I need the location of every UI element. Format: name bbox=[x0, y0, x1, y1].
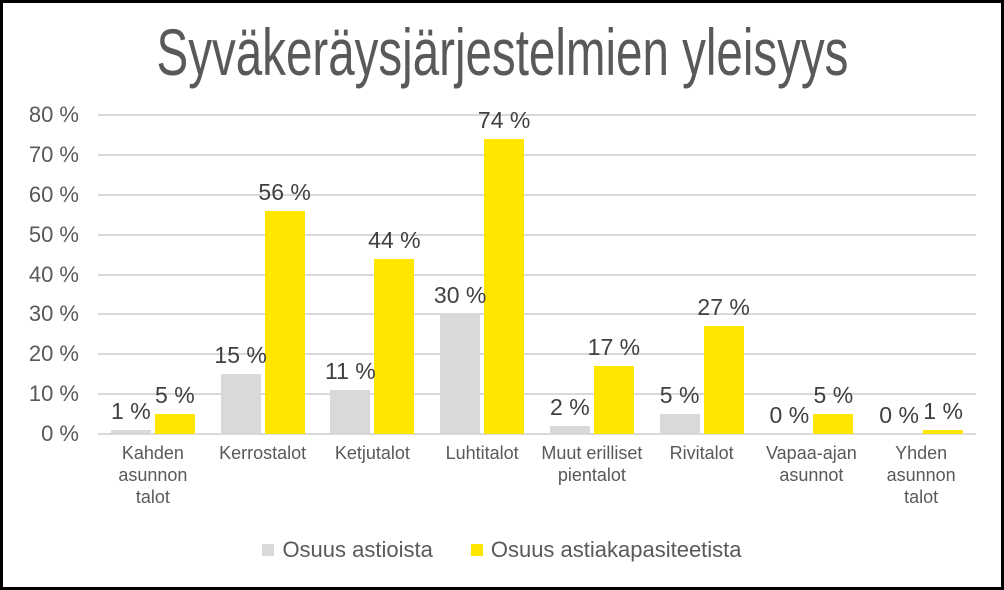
gridline bbox=[98, 193, 976, 196]
value-label: 15 % bbox=[214, 342, 267, 369]
legend-label: Osuus astioista bbox=[282, 537, 433, 562]
bar-osuus-astiakapasiteetista: 1 % bbox=[923, 398, 964, 434]
value-label: 74 % bbox=[477, 106, 531, 133]
legend-item: Osuus astiakapasiteetista bbox=[470, 537, 742, 563]
category-label: Vapaa-ajan asunnot bbox=[766, 443, 857, 485]
value-label: 0 % bbox=[769, 402, 810, 428]
category-label: Rivitalot bbox=[669, 443, 734, 463]
value-label: 30 % bbox=[433, 282, 487, 309]
bar-osuus-astioista: 15 % bbox=[214, 342, 267, 434]
bar-group: 5 % 27 % bbox=[647, 115, 757, 434]
value-label: 5 % bbox=[155, 382, 195, 409]
value-label: 44 % bbox=[368, 226, 421, 253]
bar-group: 15 % 56 % bbox=[208, 115, 318, 434]
y-axis: 80 % 70 % 60 % 50 % 40 % 30 % 20 % 10 % 0 % bbox=[3, 102, 79, 446]
gridline bbox=[98, 273, 976, 276]
bar-osuus-astioista: 1 % bbox=[110, 398, 151, 434]
y-tick-label: 50 % bbox=[28, 221, 79, 247]
y-tick-label: 0 % bbox=[41, 421, 79, 446]
bar-osuus-astiakapasiteetista: 5 % bbox=[813, 382, 854, 434]
bar-osuus-astioista: 11 % bbox=[325, 358, 376, 434]
legend-swatch bbox=[262, 544, 275, 556]
y-tick-label: 80 % bbox=[28, 102, 79, 127]
value-label: 1 % bbox=[923, 398, 963, 425]
category-label: Ketjutalot bbox=[334, 443, 410, 463]
value-label: 2 % bbox=[550, 394, 590, 421]
value-label: 17 % bbox=[587, 334, 641, 361]
bar-group: 30 % 74 % bbox=[427, 107, 537, 434]
y-tick-label: 10 % bbox=[28, 381, 79, 407]
bar-osuus-astiakapasiteetista: 17 % bbox=[588, 334, 640, 434]
value-label: 11 % bbox=[325, 358, 376, 385]
value-label: 56 % bbox=[258, 178, 311, 205]
gridline bbox=[98, 353, 976, 356]
bar-osuus-astiakapasiteetista: 56 % bbox=[258, 179, 311, 434]
y-tick-label: 20 % bbox=[28, 341, 79, 367]
bar-osuus-astiakapasiteetista: 74 % bbox=[478, 107, 530, 434]
category-label: Luhtitalot bbox=[445, 443, 519, 463]
bar-group: 2 % 17 % bbox=[537, 115, 647, 434]
y-tick-label: 70 % bbox=[28, 141, 79, 167]
category-label: Yhden asunnon talot bbox=[886, 443, 956, 507]
bar-group: 1 % 5 % bbox=[98, 115, 208, 434]
plot-area: 1 % 5 % 15 % 56 % 11 % 44 % 30 % 74 % 2 % 17 % 5 %… bbox=[98, 107, 976, 434]
value-label: 27 % bbox=[697, 294, 750, 321]
gridline bbox=[98, 313, 976, 316]
legend-label: Osuus astiakapasiteetista bbox=[490, 537, 742, 562]
bar-osuus-astiakapasiteetista: 5 % bbox=[154, 382, 195, 434]
chart-title: Syväkeräysjärjestelmien yleisyys bbox=[3, 19, 1001, 85]
category-label: Muut erilliset pientalot bbox=[541, 443, 643, 485]
category-axis: Kahden asunnon talot Kerrostalot Ketjutalot L… bbox=[98, 443, 976, 509]
bar-group: 0 % 1 % bbox=[866, 115, 976, 434]
legend: Osuus astioista Osuus astiakapasiteetista bbox=[3, 537, 1001, 563]
value-label: 5 % bbox=[813, 382, 854, 409]
gridline bbox=[98, 233, 976, 236]
y-tick-label: 60 % bbox=[28, 181, 79, 207]
bar-osuus-astioista: 30 % bbox=[434, 282, 486, 434]
bar-osuus-astiakapasiteetista: 44 % bbox=[368, 227, 421, 434]
category-label: Kahden asunnon talot bbox=[118, 443, 188, 507]
value-label: 0 % bbox=[879, 402, 919, 428]
gridline bbox=[98, 153, 976, 156]
category-label: Kerrostalot bbox=[219, 443, 307, 463]
legend-item: Osuus astioista bbox=[262, 537, 433, 563]
bar-osuus-astiakapasiteetista: 27 % bbox=[697, 294, 750, 434]
value-label: 5 % bbox=[659, 382, 700, 409]
gridlines bbox=[98, 114, 976, 435]
bar-osuus-astioista: 5 % bbox=[659, 382, 700, 434]
bar-group: 11 % 44 % bbox=[318, 115, 428, 434]
gridline bbox=[98, 393, 976, 396]
legend-swatch bbox=[470, 544, 483, 556]
gridline bbox=[98, 433, 976, 435]
value-label: 1 % bbox=[111, 398, 151, 425]
chart-title-text: Syväkeräysjärjestelmien yleisyys bbox=[156, 15, 848, 89]
gridline bbox=[98, 114, 976, 116]
y-tick-label: 40 % bbox=[28, 261, 79, 287]
y-tick-label: 30 % bbox=[28, 301, 79, 327]
bar-osuus-astioista: 2 % bbox=[549, 394, 590, 434]
bar-group: 0 % 5 % bbox=[757, 115, 867, 434]
